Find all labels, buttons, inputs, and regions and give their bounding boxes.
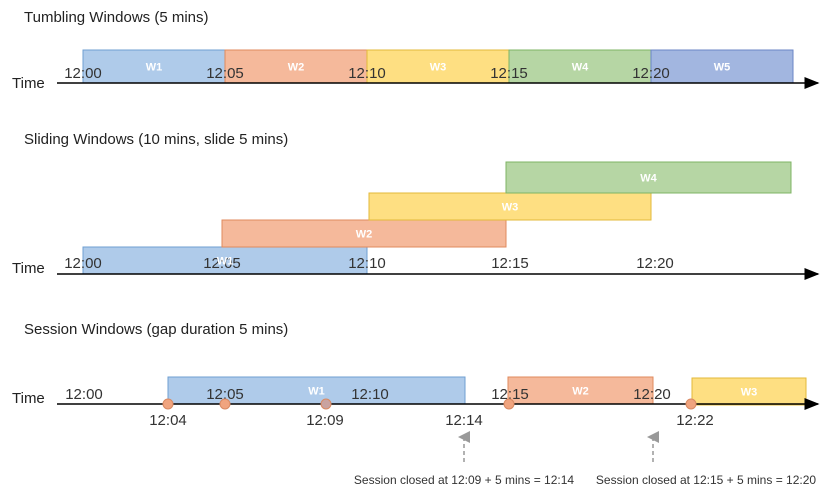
window (691, 377, 807, 406)
event-dot (162, 398, 174, 410)
axis-label: Time (12, 75, 45, 92)
tick-label: 12:15 (491, 386, 529, 403)
tick-label: 12:15 (491, 255, 529, 272)
window (224, 49, 368, 84)
window-label: W2 (572, 385, 589, 397)
window (221, 219, 507, 248)
event-dot (219, 398, 231, 410)
window-label: W2 (356, 228, 373, 240)
tick-label: 12:00 (65, 386, 103, 403)
event-dot (685, 398, 697, 410)
tick-label: 12:05 (206, 65, 244, 82)
event-dot (320, 398, 332, 410)
event-label: 12:14 (445, 412, 483, 429)
tick-label: 12:10 (348, 65, 386, 82)
window (505, 161, 792, 194)
window-label: W3 (502, 201, 519, 213)
tick-label: 12:20 (632, 65, 670, 82)
window (366, 49, 510, 84)
tick-label: 12:15 (490, 65, 528, 82)
axis-label: Time (12, 390, 45, 407)
tick-label: 12:05 (203, 255, 241, 272)
tick-label: 12:00 (64, 255, 102, 272)
window (368, 192, 652, 221)
close-note: Session closed at 12:15 + 5 mins = 12:20 (596, 473, 816, 487)
window-label: W3 (430, 61, 447, 73)
window-label: W1 (146, 61, 163, 73)
event-label: 12:09 (306, 412, 344, 429)
event-label: 12:22 (676, 412, 714, 429)
close-note: Session closed at 12:09 + 5 mins = 12:14 (354, 473, 574, 487)
tick-label: 12:10 (351, 386, 389, 403)
axis-label: Time (12, 260, 45, 277)
section-title: Tumbling Windows (5 mins) (24, 9, 209, 26)
window-label: W1 (217, 255, 234, 267)
section-title: Sliding Windows (10 mins, slide 5 mins) (24, 131, 288, 148)
window-label: W3 (741, 386, 758, 398)
event-dot (503, 398, 515, 410)
window (82, 246, 368, 275)
window-label: W5 (714, 61, 731, 73)
tick-label: 12:10 (348, 255, 386, 272)
window-label: W2 (288, 61, 305, 73)
tick-label: 12:20 (633, 386, 671, 403)
window-label: W4 (572, 61, 589, 73)
section-title: Session Windows (gap duration 5 mins) (24, 321, 288, 338)
window-label: W4 (640, 172, 657, 184)
window (82, 49, 226, 84)
tick-label: 12:05 (206, 386, 244, 403)
window (507, 376, 654, 405)
window-label: W1 (308, 385, 325, 397)
event-label: 12:04 (149, 412, 187, 429)
tick-label: 12:20 (636, 255, 674, 272)
tick-label: 12:00 (64, 65, 102, 82)
